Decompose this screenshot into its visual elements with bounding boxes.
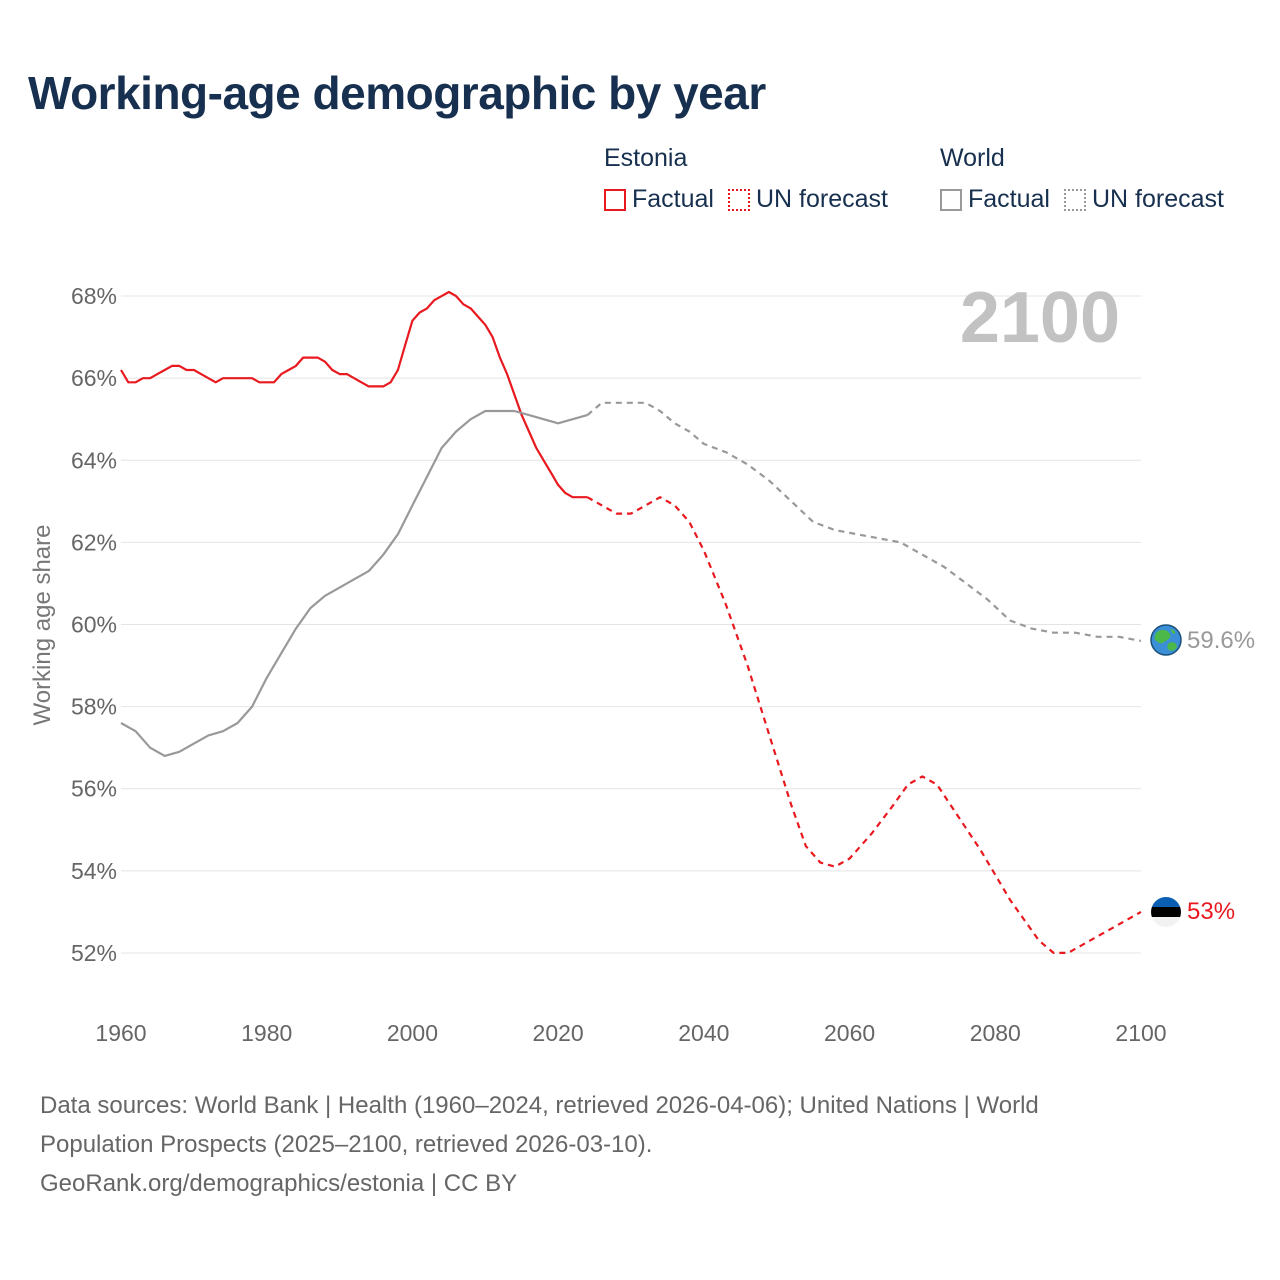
end-markers: 59.6% 53%: [1150, 624, 1255, 927]
x-tick-label: 2040: [678, 1020, 729, 1046]
legend-item-estonia-forecast[interactable]: UN forecast: [727, 185, 888, 214]
legend-item-world-forecast[interactable]: UN forecast: [1063, 185, 1224, 214]
y-tick-label: 60%: [71, 612, 117, 638]
legend-label: UN forecast: [755, 185, 888, 213]
x-tick-label: 1960: [95, 1020, 146, 1046]
y-tick-label: 64%: [71, 447, 117, 473]
source-link[interactable]: GeoRank.org/demographics/estonia | CC BY: [40, 1170, 518, 1197]
series-lines: [120, 290, 1142, 954]
swatch-solid-icon: [940, 188, 962, 211]
line-chart: 52% 54% 56% 58% 60% 62% 64% 66% 68% 1960 1980 2000…: [29, 278, 1255, 1046]
y-tick-label: 58%: [71, 694, 117, 720]
estonia-end-label: 53%: [1187, 898, 1235, 925]
x-tick-label: 1980: [241, 1020, 292, 1046]
world-globe-icon: [1150, 624, 1182, 656]
x-tick-label: 2020: [533, 1020, 584, 1046]
legend-group-name: Estonia: [604, 144, 688, 172]
x-tick-label: 2000: [387, 1020, 438, 1046]
x-tick-label: 2100: [1115, 1020, 1166, 1046]
legend-item-world-factual[interactable]: Factual: [940, 185, 1050, 214]
swatch-solid-icon: [604, 188, 626, 211]
swatch-dotted-icon: [727, 188, 750, 211]
source-line: Population Prospects (2025–2100, retriev…: [40, 1131, 653, 1158]
y-tick-label: 62%: [71, 529, 117, 555]
legend-label: UN forecast: [1091, 185, 1224, 213]
legend-label: Factual: [968, 185, 1050, 213]
y-tick-label: 68%: [71, 283, 117, 309]
legend-group-world: World Factual UN forecast: [940, 144, 1224, 214]
world-end-label: 59.6%: [1187, 627, 1255, 654]
legend-group-name: World: [940, 144, 1005, 172]
series-line-estonia-factual: [120, 290, 588, 499]
swatch-dotted-icon: [1063, 188, 1086, 211]
series-line-world-factual: [120, 409, 588, 757]
page-title: Working-age demographic by year: [28, 67, 766, 119]
y-tick-label: 52%: [71, 940, 117, 966]
y-axis-label: Working age share: [29, 525, 56, 726]
source-line: Data sources: World Bank | Health (1960–…: [40, 1092, 1039, 1119]
estonia-flag-icon: [1151, 897, 1181, 927]
series-line-estonia-forecast: [586, 496, 1142, 954]
legend-label: Factual: [632, 185, 714, 213]
data-source-note: Data sources: World Bank | Health (1960–…: [40, 1086, 1039, 1203]
y-tick-label: 56%: [71, 776, 117, 802]
y-axis-ticks: 52% 54% 56% 58% 60% 62% 64% 66% 68%: [71, 283, 117, 966]
x-axis-ticks: 1960 1980 2000 2020 2040 2060 2080 2100: [95, 1020, 1166, 1046]
year-watermark: 2100: [960, 278, 1120, 358]
y-tick-label: 54%: [71, 858, 117, 884]
legend-item-estonia-factual[interactable]: Factual: [604, 185, 714, 214]
x-tick-label: 2080: [970, 1020, 1021, 1046]
x-tick-label: 2060: [824, 1020, 875, 1046]
grid-lines: [121, 295, 1141, 954]
y-tick-label: 66%: [71, 365, 117, 391]
legend-group-estonia: Estonia Factual UN forecast: [604, 144, 888, 214]
series-line-world-forecast: [586, 401, 1142, 642]
